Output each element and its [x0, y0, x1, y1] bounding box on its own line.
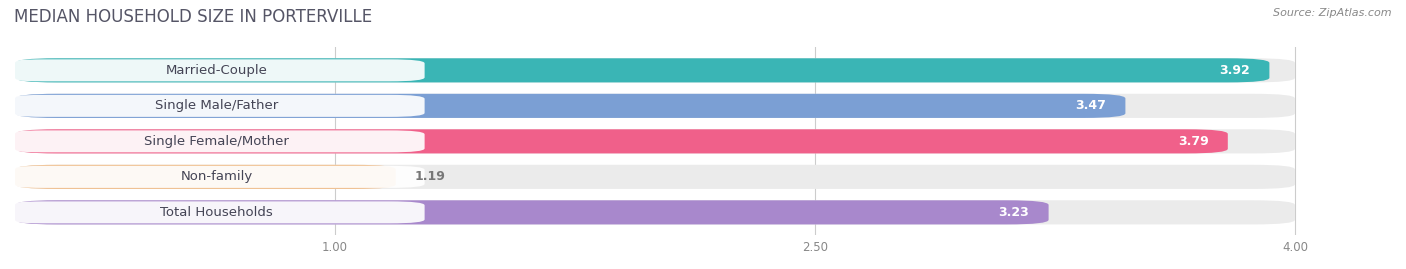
FancyBboxPatch shape [8, 166, 425, 188]
Text: Source: ZipAtlas.com: Source: ZipAtlas.com [1274, 8, 1392, 18]
Text: Married-Couple: Married-Couple [166, 64, 267, 77]
FancyBboxPatch shape [15, 58, 1295, 82]
FancyBboxPatch shape [15, 165, 1295, 189]
Text: Total Households: Total Households [160, 206, 273, 219]
FancyBboxPatch shape [8, 59, 425, 81]
FancyBboxPatch shape [15, 94, 1295, 118]
Text: 3.79: 3.79 [1178, 135, 1209, 148]
Text: Single Male/Father: Single Male/Father [155, 99, 278, 112]
FancyBboxPatch shape [8, 201, 425, 223]
FancyBboxPatch shape [15, 129, 1227, 153]
Text: 3.92: 3.92 [1219, 64, 1250, 77]
Text: 3.23: 3.23 [998, 206, 1029, 219]
FancyBboxPatch shape [15, 58, 1270, 82]
Text: 1.19: 1.19 [415, 170, 446, 183]
FancyBboxPatch shape [8, 95, 425, 117]
FancyBboxPatch shape [15, 165, 396, 189]
FancyBboxPatch shape [15, 94, 1125, 118]
FancyBboxPatch shape [15, 200, 1295, 224]
FancyBboxPatch shape [15, 129, 1295, 153]
Text: 3.47: 3.47 [1076, 99, 1107, 112]
FancyBboxPatch shape [8, 130, 425, 152]
Text: MEDIAN HOUSEHOLD SIZE IN PORTERVILLE: MEDIAN HOUSEHOLD SIZE IN PORTERVILLE [14, 8, 373, 26]
FancyBboxPatch shape [15, 200, 1049, 224]
Text: Non-family: Non-family [180, 170, 253, 183]
Text: Single Female/Mother: Single Female/Mother [145, 135, 290, 148]
